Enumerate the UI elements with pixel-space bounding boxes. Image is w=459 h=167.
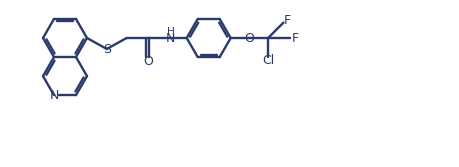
Text: H: H <box>166 27 174 37</box>
Text: N: N <box>166 32 175 44</box>
Text: O: O <box>143 55 153 68</box>
Text: F: F <box>291 32 298 44</box>
Text: Cl: Cl <box>262 54 274 67</box>
Text: O: O <box>244 32 254 44</box>
Text: F: F <box>283 14 291 27</box>
Text: S: S <box>102 42 111 55</box>
Text: N: N <box>49 89 59 102</box>
